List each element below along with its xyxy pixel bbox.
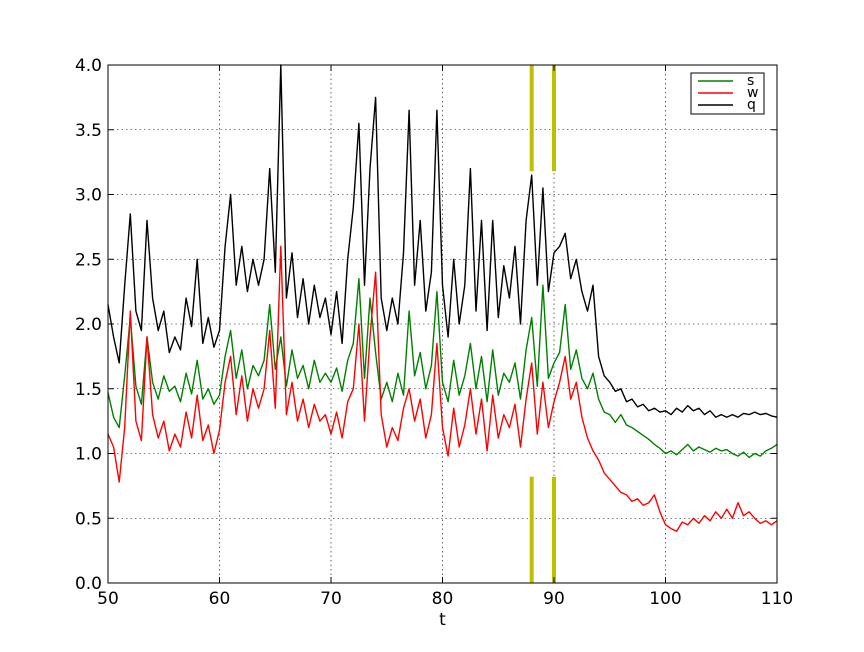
y-tick-label: 2.5 (75, 250, 102, 270)
x-tick-label: 50 (97, 589, 119, 609)
y-tick-label: 1.0 (75, 445, 102, 465)
x-axis-label: t (439, 610, 446, 630)
x-tick-label: 110 (761, 589, 793, 609)
y-tick-label: 0.0 (75, 574, 102, 594)
y-tick-label: 0.5 (75, 509, 102, 529)
y-tick-label: 4.0 (75, 56, 102, 76)
x-tick-label: 60 (209, 589, 231, 609)
y-tick-label: 3.5 (75, 121, 102, 141)
x-tick-label: 90 (543, 589, 565, 609)
legend: swq (690, 72, 765, 115)
x-tick-label: 70 (320, 589, 342, 609)
series-line-w (107, 245, 778, 532)
y-tick-label: 2.0 (75, 315, 102, 335)
series-line-s (107, 278, 778, 459)
marker-bars (529, 65, 556, 583)
axis-ticks: 50 60 70 80 90 100 110 0.0 0.5 1.0 1.5 2.0 2.5 3.0 3.5… (75, 56, 793, 609)
series-lines (107, 64, 778, 532)
x-tick-label: 100 (649, 589, 681, 609)
series-line-q (107, 64, 778, 418)
y-tick-label: 3.0 (75, 186, 102, 206)
y-tick-label: 1.5 (75, 380, 102, 400)
legend-label-s: s (747, 73, 754, 89)
legend-label-q: q (747, 97, 756, 113)
legend-label-w: w (747, 85, 758, 101)
x-tick-label: 80 (432, 589, 454, 609)
